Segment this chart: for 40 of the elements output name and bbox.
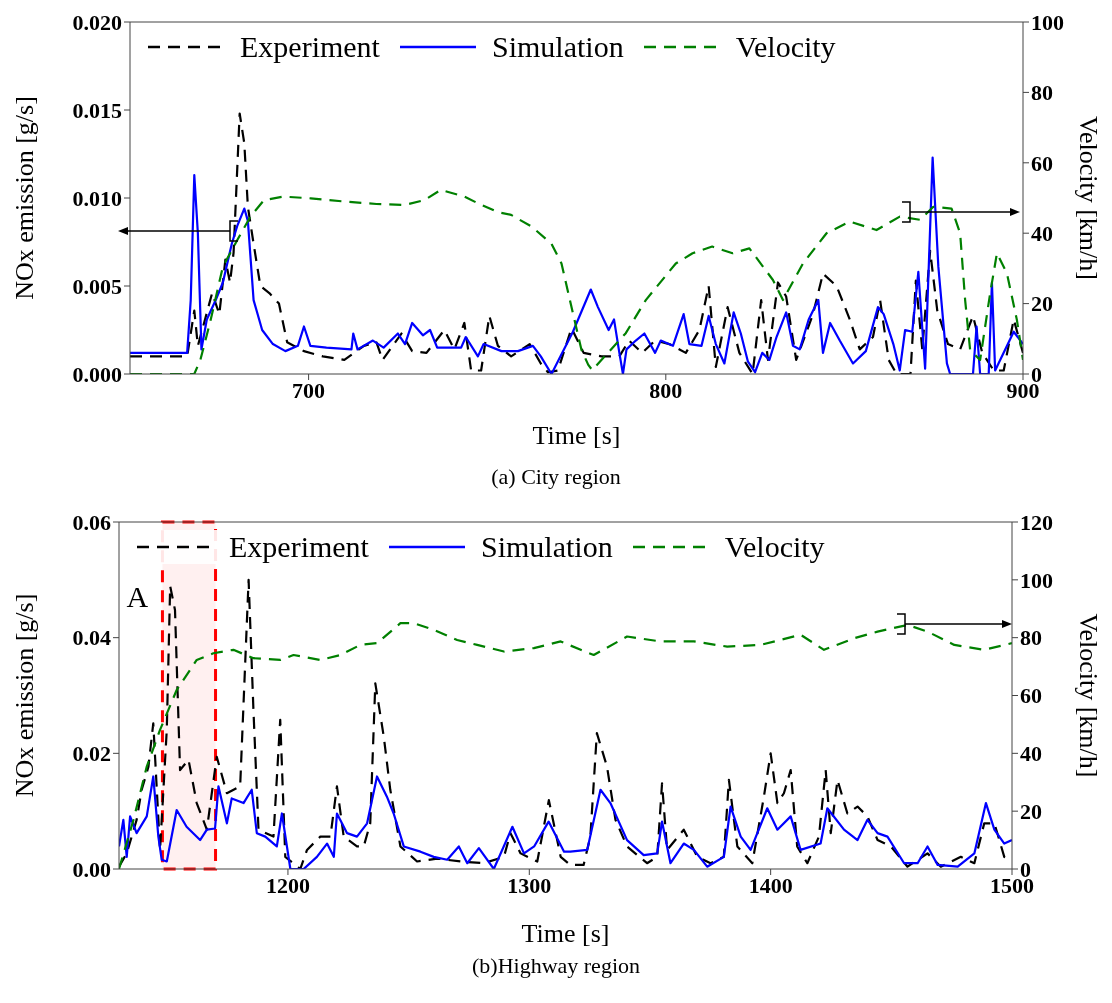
x-tick-label: 800 — [649, 377, 683, 403]
y-tick-label: 0.010 — [72, 185, 122, 211]
y2-axis-title: Velocity [km/h] — [1073, 613, 1103, 778]
legend-label: Velocity — [735, 30, 836, 64]
y-tick-label: 0.020 — [72, 9, 122, 35]
text: (b)Highway region — [471, 953, 640, 979]
y2-tick-label: 100 — [1031, 9, 1064, 35]
legend-label: Simulation — [480, 530, 613, 564]
legend-label: Experiment — [240, 30, 380, 64]
y2-tick-label: 80 — [1031, 80, 1053, 106]
y-tick-label: 0.00 — [72, 856, 111, 882]
legend-label: Experiment — [229, 530, 369, 564]
text: (a) City region — [491, 464, 621, 490]
y-tick-label: 0.04 — [72, 625, 111, 651]
y-axis-title: NOx emission [g/s] — [9, 593, 39, 798]
x-axis-title: Time [s] — [521, 919, 610, 948]
band-label: A — [126, 580, 149, 613]
y2-tick-label: 20 — [1020, 798, 1042, 824]
x-axis-title: Time [s] — [532, 421, 621, 450]
y2-tick-label: 40 — [1031, 221, 1053, 247]
legend-label: Velocity — [724, 530, 825, 564]
y-tick-label: 0.015 — [72, 97, 122, 123]
x-tick-label: 1200 — [265, 872, 310, 898]
y2-tick-label: 60 — [1020, 683, 1042, 709]
y2-tick-label: 100 — [1020, 567, 1053, 593]
y-tick-label: 0.000 — [72, 361, 122, 387]
y-axis-title: NOx emission [g/s] — [9, 96, 39, 300]
y2-tick-label: 40 — [1020, 741, 1042, 767]
y-tick-label: 0.005 — [72, 273, 122, 299]
legend-label: Simulation — [491, 30, 624, 64]
y-tick-label: 0.06 — [72, 509, 111, 535]
x-tick-label: 1300 — [507, 872, 552, 898]
x-tick-label: 1400 — [748, 872, 793, 898]
y2-tick-label: 60 — [1031, 150, 1053, 176]
x-tick-label: 700 — [292, 377, 326, 403]
y2-tick-label: 120 — [1020, 509, 1053, 535]
y-tick-label: 0.02 — [72, 741, 111, 767]
y2-tick-label: 80 — [1020, 625, 1042, 651]
y2-tick-label: 20 — [1031, 291, 1053, 317]
y2-axis-title: Velocity [km/h] — [1073, 116, 1103, 280]
